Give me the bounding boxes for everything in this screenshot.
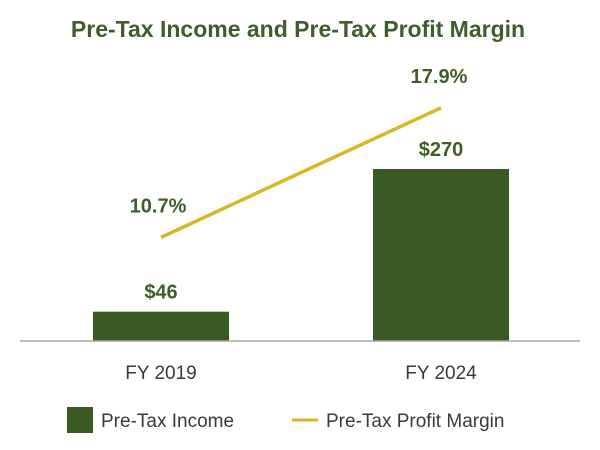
bar-label-fy-2024: $270 — [419, 139, 464, 161]
chart-title: Pre-Tax Income and Pre-Tax Profit Margin — [71, 16, 525, 42]
legend-swatch-pre-tax-income — [67, 407, 93, 433]
margin-line — [160, 106, 442, 239]
legend-label-pre-tax-income: Pre-Tax Income — [101, 411, 234, 432]
x-tick-label-fy-2019: FY 2019 — [125, 363, 196, 384]
legend-label-pre-tax-profit-margin: Pre-Tax Profit Margin — [326, 411, 504, 432]
margin-label-fy-2019: 10.7% — [130, 195, 187, 217]
x-tick-label-fy-2024: FY 2024 — [405, 363, 477, 384]
bar-fy-2019 — [93, 311, 229, 341]
bar-fy-2024 — [373, 169, 509, 341]
plot-area: $46 $270 10.7% 17.9% FY 2019 FY 2024 — [93, 66, 509, 384]
margin-label-fy-2024: 17.9% — [411, 66, 468, 88]
bar-label-fy-2019: $46 — [144, 282, 177, 304]
legend: Pre-Tax Income Pre-Tax Profit Margin — [67, 407, 504, 433]
